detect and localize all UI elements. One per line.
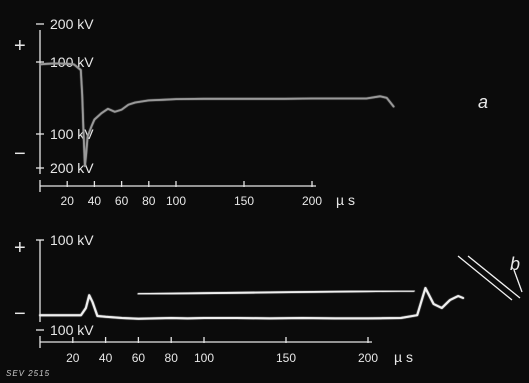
panel-a-y-tick-label: 100 kV — [50, 54, 94, 70]
panel-a-y-tick-label: 200 kV — [50, 160, 94, 176]
plate-stamp: SEV 2515 — [6, 369, 50, 378]
panel-b-secondary-trace — [137, 289, 415, 295]
panel-b-x-tick-label: 100 — [194, 351, 214, 365]
panel-a-letter: a — [478, 92, 488, 112]
panel-b-x-unit: µ s — [394, 349, 413, 365]
panel-b-x-ticks: 20 40 60 80 100 150 200 — [66, 337, 378, 365]
panel-b-y-tick-label: 100 kV — [50, 322, 94, 338]
panel-b-letter: b — [510, 254, 520, 274]
panel-b-x-tick-label: 80 — [165, 351, 179, 365]
panel-b-plus-sign: + — [14, 237, 26, 259]
panel-a-y-tick-label: 200 kV — [50, 16, 94, 32]
panel-a-plus-sign: + — [14, 35, 26, 57]
panel-a-x-tick-label: 100 — [166, 194, 186, 208]
panel-b-x-tick-label: 150 — [276, 351, 296, 365]
panel-b-x-tick-label: 40 — [99, 351, 113, 365]
panel-b-x-tick-label: 20 — [66, 351, 80, 365]
panel-b-voltage-trace — [39, 287, 465, 320]
panel-b: 100 kV 100 kV 20 40 60 80 100 150 200 + − µ s b — [14, 232, 524, 365]
panel-a-x-tick-label: 40 — [88, 194, 102, 208]
panel-a-x-tick-label: 20 — [61, 194, 75, 208]
panel-b-x-tick-label: 200 — [358, 351, 378, 365]
panel-a-x-tick-label: 150 — [234, 194, 254, 208]
panel-a-voltage-trace — [39, 62, 395, 167]
panel-a-minus-sign: − — [14, 143, 26, 165]
panel-a-x-tick-label: 80 — [142, 194, 156, 208]
panel-b-minus-sign: − — [14, 303, 26, 325]
panel-a-x-tick-label: 200 — [302, 194, 322, 208]
panel-b-y-tick-label: 100 kV — [50, 232, 94, 248]
panel-a-x-ticks: 20 40 60 80 100 150 200 — [61, 181, 322, 208]
panel-b-y-ticks: 100 kV 100 kV — [36, 232, 94, 338]
panel-a-x-unit: µ s — [336, 192, 355, 208]
panel-b-x-tick-label: 60 — [132, 351, 146, 365]
panel-b-pointer-strokes — [457, 255, 523, 301]
panel-a-x-tick-label: 60 — [115, 194, 129, 208]
